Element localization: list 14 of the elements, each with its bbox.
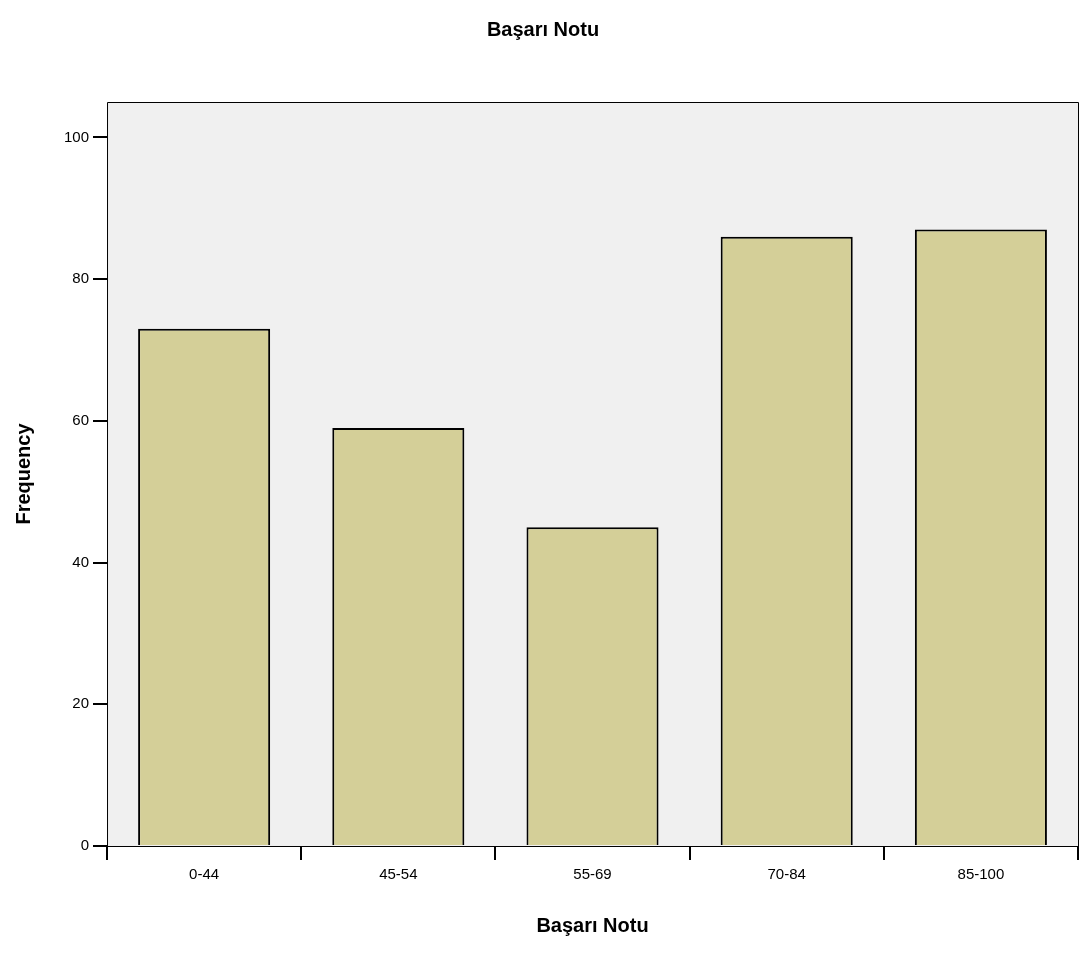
x-tick-label: 55-69 [573,865,612,883]
x-tick-label: 45-54 [379,865,418,883]
x-tick-label: 85-100 [957,865,1005,883]
x-tick-label: 70-84 [767,865,806,883]
x-tick-label: 0-44 [189,865,220,883]
y-tick-label: 0 [80,836,90,854]
y-tick-label: 100 [64,127,90,145]
y-tick-label: 60 [72,411,90,428]
x-axis-title: Başarı Notu [536,913,649,936]
y-axis-title: Frequency [11,422,34,525]
y-tick-label: 40 [72,552,90,570]
y-tick-label: 80 [72,269,90,287]
y-tick-label: 20 [72,694,90,712]
chart-title: Başarı Notu [486,17,600,40]
